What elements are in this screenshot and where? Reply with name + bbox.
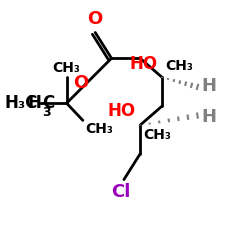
Text: C: C bbox=[42, 94, 54, 112]
Text: CH₃: CH₃ bbox=[53, 60, 80, 74]
Text: H: H bbox=[201, 77, 216, 95]
Text: CH₃: CH₃ bbox=[165, 58, 193, 72]
Text: H: H bbox=[28, 94, 42, 112]
Text: H: H bbox=[201, 108, 216, 126]
Text: CH₃: CH₃ bbox=[86, 122, 114, 136]
Text: CH₃: CH₃ bbox=[143, 128, 171, 142]
Text: HO: HO bbox=[129, 54, 157, 72]
Text: H₃C: H₃C bbox=[4, 94, 38, 112]
Text: HO: HO bbox=[107, 102, 135, 120]
Text: O: O bbox=[87, 10, 102, 28]
Text: O: O bbox=[73, 74, 88, 92]
Text: Cl: Cl bbox=[111, 184, 131, 202]
Text: $\mathbf{3}$: $\mathbf{3}$ bbox=[42, 106, 51, 119]
